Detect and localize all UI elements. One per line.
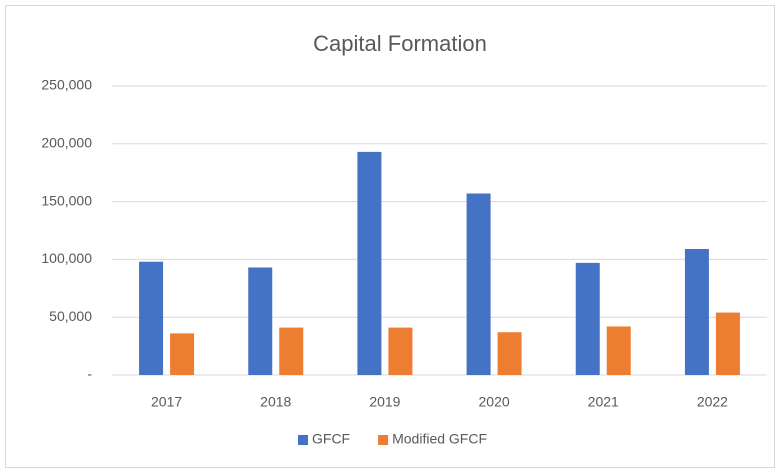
x-tick-label: 2018 <box>260 394 291 410</box>
bar <box>139 261 164 375</box>
chart-title: Capital Formation <box>313 31 487 56</box>
legend-swatch <box>298 435 308 445</box>
legend-swatch <box>378 435 389 445</box>
bar <box>248 267 273 375</box>
x-tick-label: 2022 <box>697 394 728 410</box>
bar <box>279 327 304 375</box>
bar <box>606 326 631 375</box>
bar <box>715 312 740 375</box>
bar <box>684 248 709 375</box>
x-tick-label: 2021 <box>588 394 619 410</box>
x-tick-label: 2017 <box>151 394 182 410</box>
y-tick-label: - <box>87 366 92 382</box>
bar <box>497 332 522 375</box>
y-tick-label: 200,000 <box>41 135 92 151</box>
legend-label: GFCF <box>312 431 350 447</box>
x-tick-label: 2019 <box>369 394 400 410</box>
y-tick-label: 250,000 <box>41 77 92 93</box>
bar <box>466 193 491 375</box>
x-tick-label: 2020 <box>479 394 510 410</box>
legend-label: Modified GFCF <box>392 431 487 447</box>
chart-border <box>5 5 775 468</box>
bar <box>170 333 195 375</box>
y-tick-label: 50,000 <box>49 308 92 324</box>
bar <box>575 262 600 375</box>
bar <box>388 327 413 375</box>
y-tick-label: 100,000 <box>41 250 92 266</box>
y-tick-label: 150,000 <box>41 192 92 208</box>
bar <box>357 151 382 375</box>
